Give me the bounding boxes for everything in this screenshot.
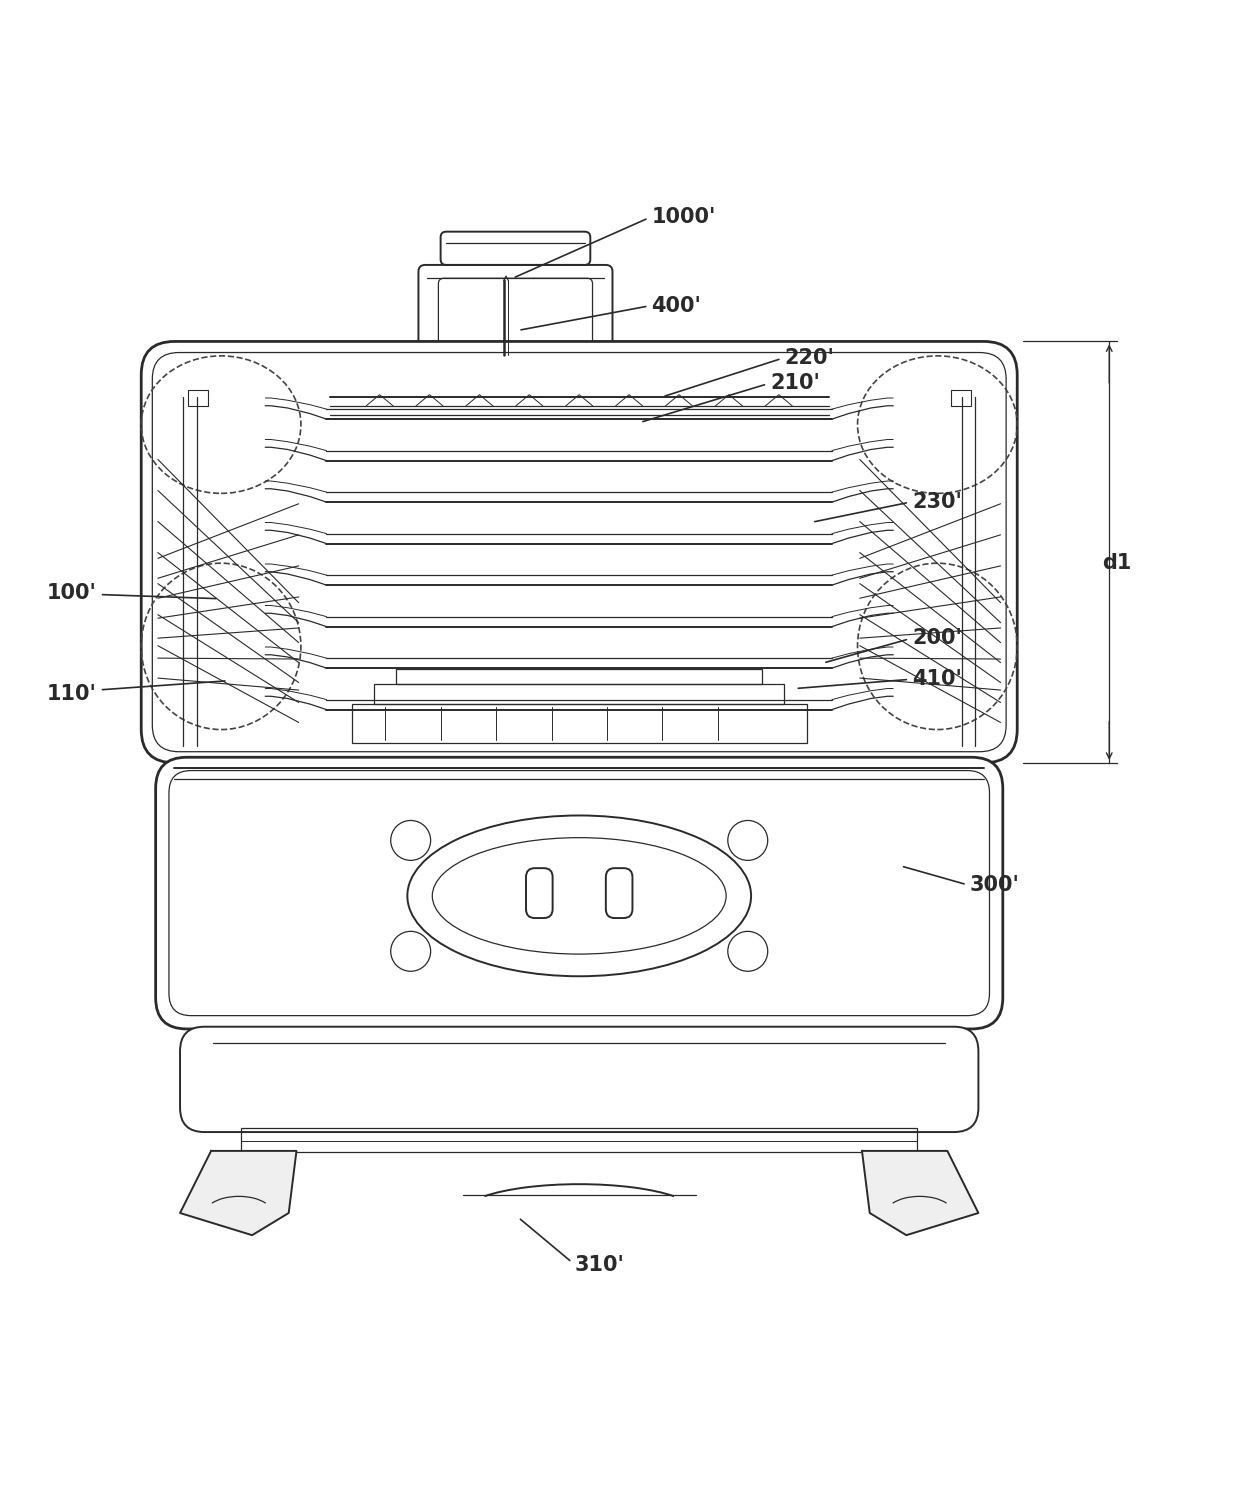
Text: 1000': 1000' xyxy=(516,207,715,277)
Text: 100': 100' xyxy=(47,583,216,603)
Text: 200': 200' xyxy=(826,628,962,663)
FancyBboxPatch shape xyxy=(141,342,1017,763)
Text: 400': 400' xyxy=(521,295,701,330)
Polygon shape xyxy=(180,1151,296,1235)
Bar xyxy=(951,390,971,406)
Text: 110': 110' xyxy=(47,681,224,703)
Text: 220': 220' xyxy=(665,348,835,396)
Bar xyxy=(187,390,208,406)
Bar xyxy=(374,684,785,705)
Bar xyxy=(241,1127,918,1153)
FancyBboxPatch shape xyxy=(180,1027,978,1132)
Bar xyxy=(397,669,763,684)
Text: 410': 410' xyxy=(799,669,962,690)
Text: 310': 310' xyxy=(521,1219,625,1274)
Bar xyxy=(352,705,806,744)
Polygon shape xyxy=(862,1151,978,1235)
Text: d1: d1 xyxy=(1102,553,1132,573)
FancyBboxPatch shape xyxy=(156,757,1003,1028)
Text: 230': 230' xyxy=(815,492,962,522)
Text: 300': 300' xyxy=(904,866,1019,895)
Text: 210': 210' xyxy=(642,373,820,421)
